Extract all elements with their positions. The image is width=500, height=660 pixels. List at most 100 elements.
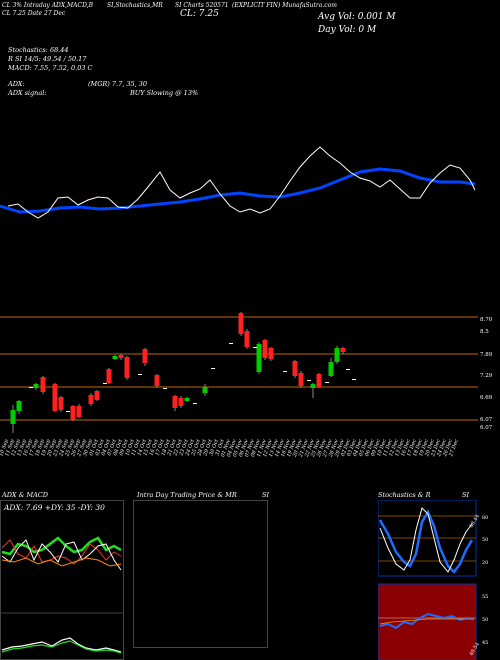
rsi-orange-line — [379, 618, 474, 625]
doji-mark — [283, 371, 287, 372]
stoch-level-label-80: 80 — [482, 515, 488, 521]
candle — [292, 360, 298, 378]
date-axis-label: 17 Oct — [154, 438, 166, 457]
chart-title-segment-4: (EXPLICIT FIN) MunafaSutra.com — [232, 2, 337, 9]
adx-red-line — [1, 539, 122, 565]
candle — [184, 397, 190, 402]
date-axis-label: 09 Oct — [118, 438, 130, 457]
price-axis-label-5: 6.69 — [480, 395, 493, 401]
date-axis-label: 17 Dec — [406, 438, 418, 457]
date-axis-label: 13 Sep — [16, 438, 28, 457]
candle — [262, 339, 268, 360]
date-axis-label: 11 Oct — [130, 438, 142, 457]
chart-title-segment-2: SI,Stochastics,MR — [107, 2, 163, 9]
adx-panel-frame — [0, 500, 124, 660]
date-axis-label: 05 Nov — [232, 438, 244, 457]
mrsi-readout: (MGR) 7.7, 35, 30 — [88, 80, 148, 88]
stochastics-rsi-panel: 80 50 20 68.44 55 50 45 49.54 — [378, 500, 488, 660]
doji-mark — [29, 387, 33, 388]
rsi-level-label-50: 50 — [482, 617, 488, 623]
candle — [154, 374, 160, 388]
doji-mark — [229, 343, 233, 344]
intraday-panel-si: SI — [262, 491, 270, 499]
candle — [238, 312, 244, 336]
adx-readout: ADX: — [8, 80, 25, 88]
doji-mark — [193, 403, 197, 404]
adx-orange-line — [1, 557, 122, 567]
adx-macd-panel: ADX: 7.69 +DY: 35 -DY: 30 — [0, 500, 124, 660]
date-axis-label: 19 Sep — [40, 438, 52, 457]
date-axis-label: 30 Oct — [208, 438, 220, 457]
doji-mark — [307, 380, 311, 381]
candle — [124, 356, 130, 380]
date-axis-label: 04 Oct — [100, 438, 112, 457]
date-axis-label: 07 Nov — [244, 438, 256, 457]
date-axis-label: 31 Oct — [214, 438, 226, 457]
date-axis-label: 13 Nov — [268, 438, 280, 457]
doji-mark — [253, 347, 257, 348]
rsi-readout: R SI 14/5: 49.54 / 50.17 — [8, 55, 87, 63]
candle — [334, 346, 340, 364]
chart-title-segment-3: SI Charts 520571 — [175, 2, 229, 9]
date-axis-label: 01 Nov — [220, 438, 232, 457]
date-axis-label: 08 Nov — [250, 438, 262, 457]
candle — [298, 371, 304, 388]
moving-average-line — [0, 167, 476, 214]
candle — [40, 376, 46, 394]
date-axis-label: 17 Sep — [28, 438, 40, 457]
candle — [118, 354, 124, 360]
day-volume: Day Vol: 0 M — [318, 25, 377, 35]
candle — [340, 347, 346, 354]
candle — [112, 355, 118, 360]
candle — [76, 404, 82, 418]
candle — [268, 347, 274, 361]
date-axis-label: 18 Dec — [412, 438, 424, 457]
adx-white-line — [1, 539, 122, 571]
date-axis-label: 01 Oct — [88, 438, 100, 457]
adx-macd-panel-title: ADX & MACD — [2, 491, 48, 499]
rsi-blue-line — [379, 612, 475, 630]
candle — [16, 400, 22, 414]
date-axis-label: 09 Dec — [370, 438, 382, 457]
stochastics-blue-line — [378, 509, 474, 574]
date-axis-label: 04 Nov — [226, 438, 238, 457]
date-axis-label: 10 Sep — [0, 438, 10, 457]
doji-mark — [138, 374, 142, 375]
doji-mark — [346, 369, 350, 370]
candle — [310, 383, 316, 398]
date-axis-label: 18 Nov — [280, 438, 292, 457]
price-axis-label-6: 6.07 — [480, 417, 493, 423]
buy-signal-readout: BUY Slowing @ 13% — [130, 89, 199, 97]
rsi-level-label-55: 55 — [482, 594, 488, 600]
candle — [33, 383, 39, 390]
candle — [178, 396, 184, 408]
candle — [328, 358, 334, 377]
candle — [88, 393, 94, 406]
intraday-panel-title: Intra Day Trading Price & MR — [137, 491, 237, 499]
date-axis-label: 07 Oct — [106, 438, 118, 457]
date-axis-label: 18 Oct — [160, 438, 172, 457]
doji-mark — [352, 379, 356, 380]
candle — [10, 405, 16, 433]
candle — [94, 390, 100, 401]
adx-panel-label: ADX: 7.69 +DY: 35 -DY: 30 — [3, 503, 105, 512]
intraday-panel — [133, 500, 268, 648]
date-axis-label: 02 Dec — [340, 438, 352, 457]
doji-mark — [325, 382, 329, 383]
candle — [316, 373, 322, 388]
date-axis-label: 05 Dec — [358, 438, 370, 457]
macd-readout: MACD: 7.55, 7.52, 0.03 C — [8, 64, 93, 72]
price-axis-label-3: 7.89 — [480, 352, 493, 358]
price-axis-label-2: 8.5 — [480, 329, 489, 335]
close-price: CL: 7.25 — [180, 9, 219, 19]
stochastics-panel-si: SI — [462, 491, 470, 499]
doji-mark — [163, 388, 167, 389]
date-axis-label: 16 Oct — [148, 438, 160, 457]
price-axis-label-7: 6.07 — [480, 425, 493, 431]
stoch-level-label-50: 50 — [482, 537, 488, 543]
candle — [172, 395, 178, 411]
date-axis-label: 11 Dec — [382, 438, 394, 457]
doji-mark — [211, 368, 215, 369]
macd-white-line — [1, 637, 122, 653]
